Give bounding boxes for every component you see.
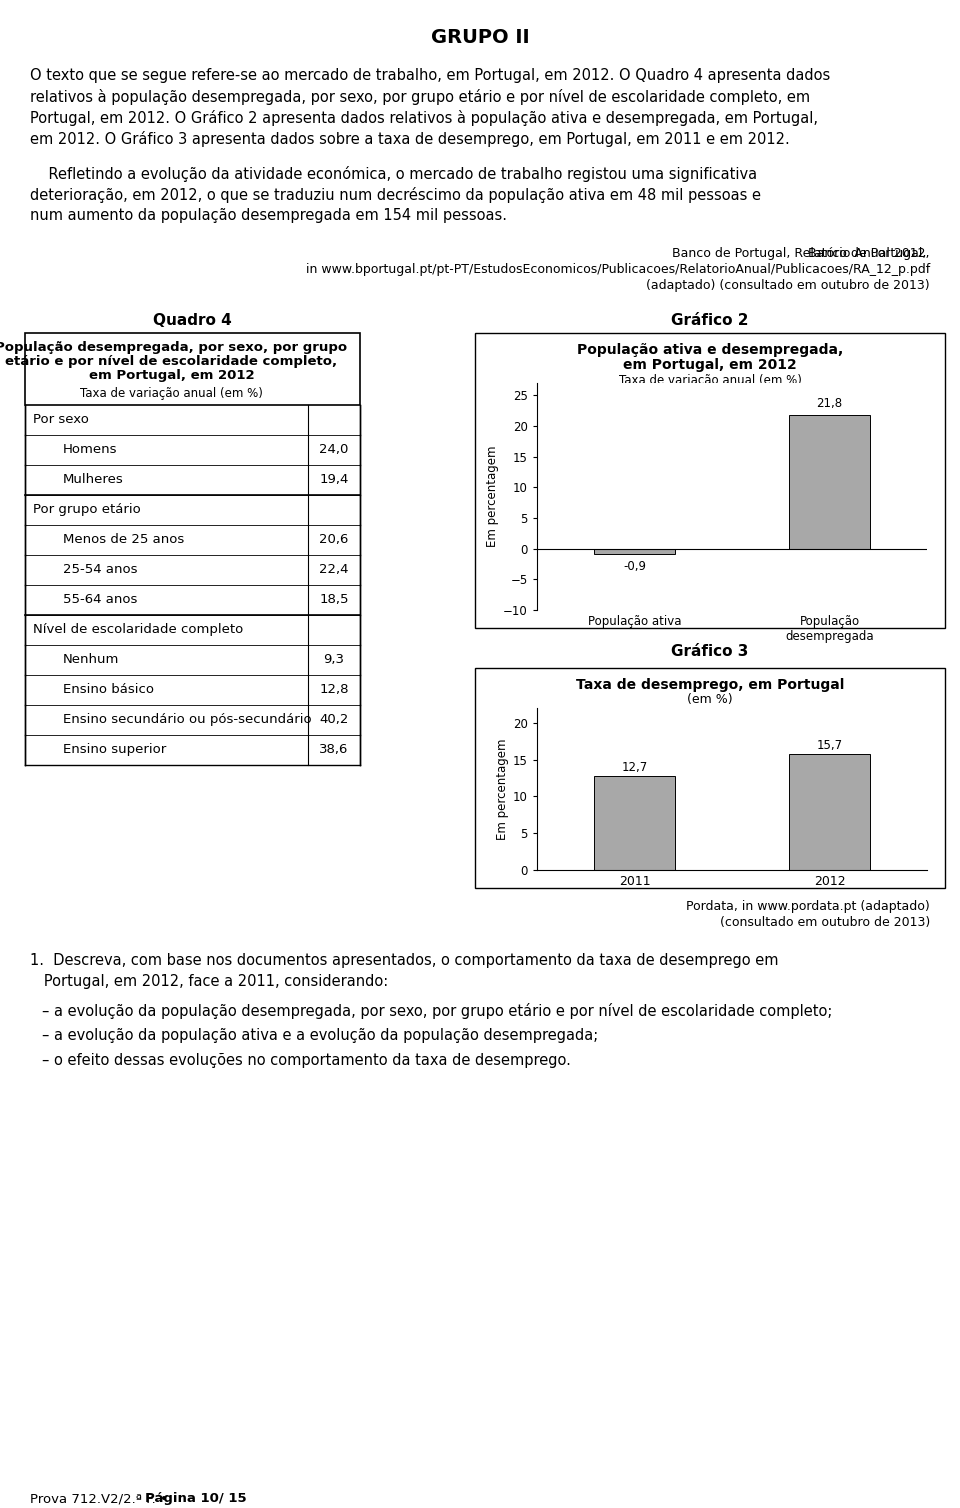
Text: Quadro 4: Quadro 4 <box>154 314 232 329</box>
Text: Taxa de desemprego, em Portugal: Taxa de desemprego, em Portugal <box>576 679 844 692</box>
Text: Ensino básico: Ensino básico <box>63 683 154 697</box>
Text: Taxa de variação anual (em %): Taxa de variação anual (em %) <box>618 374 802 388</box>
Text: – a evolução da população desempregada, por sexo, por grupo etário e por nível d: – a evolução da população desempregada, … <box>42 1003 832 1019</box>
Text: 38,6: 38,6 <box>320 743 348 756</box>
Bar <box>475 333 945 627</box>
Text: – a evolução da população ativa e a evolução da população desempregada;: – a evolução da população ativa e a evol… <box>42 1028 598 1044</box>
Text: 9,3: 9,3 <box>324 653 345 667</box>
Text: 1.  Descreva, com base nos documentos apresentados, o comportamento da taxa de d: 1. Descreva, com base nos documentos apr… <box>30 953 779 968</box>
Text: 12,7: 12,7 <box>621 762 648 774</box>
Y-axis label: Em percentagem: Em percentagem <box>496 739 509 840</box>
Text: 21,8: 21,8 <box>816 397 843 410</box>
Text: -0,9: -0,9 <box>623 561 646 573</box>
Text: deterioração, em 2012, o que se traduziu num decréscimo da população ativa em 48: deterioração, em 2012, o que se traduziu… <box>30 187 761 204</box>
Text: O texto que se segue refere-se ao mercado de trabalho, em Portugal, em 2012. O Q: O texto que se segue refere-se ao mercad… <box>30 68 830 83</box>
Text: 55-64 anos: 55-64 anos <box>63 593 137 606</box>
Text: – o efeito dessas evoluções no comportamento da taxa de desemprego.: – o efeito dessas evoluções no comportam… <box>42 1053 571 1068</box>
Bar <box>788 754 871 870</box>
Text: Refletindo a evolução da atividade económica, o mercado de trabalho registou uma: Refletindo a evolução da atividade econó… <box>30 166 757 182</box>
Text: 20,6: 20,6 <box>320 532 348 546</box>
Text: 22,4: 22,4 <box>320 562 348 576</box>
Text: 40,2: 40,2 <box>320 713 348 725</box>
Text: Gráfico 2: Gráfico 2 <box>671 314 749 329</box>
Bar <box>593 777 676 870</box>
Text: (adaptado) (consultado em outubro de 2013): (adaptado) (consultado em outubro de 201… <box>646 279 930 293</box>
Text: em Portugal, em 2012: em Portugal, em 2012 <box>88 369 254 382</box>
Text: População desempregada, por sexo, por grupo: População desempregada, por sexo, por gr… <box>0 341 348 354</box>
Bar <box>593 549 676 553</box>
Text: in www.bportugal.pt/pt-PT/EstudosEconomicos/Publicacoes/RelatorioAnual/Publicaco: in www.bportugal.pt/pt-PT/EstudosEconomi… <box>305 262 930 276</box>
Text: (consultado em outubro de 2013): (consultado em outubro de 2013) <box>720 915 930 929</box>
Text: 19,4: 19,4 <box>320 474 348 486</box>
Text: Banco de Portugal, ​Relatório Anual 2012,: Banco de Portugal, ​Relatório Anual 2012… <box>673 247 930 259</box>
Text: 15,7: 15,7 <box>816 739 843 752</box>
Text: Homens: Homens <box>63 443 117 455</box>
Text: População ativa e desempregada,: População ativa e desempregada, <box>577 342 843 357</box>
Text: Menos de 25 anos: Menos de 25 anos <box>63 532 184 546</box>
Text: Taxa de variação anual (em %): Taxa de variação anual (em %) <box>80 388 263 400</box>
Text: Nível de escolaridade completo: Nível de escolaridade completo <box>33 623 243 636</box>
Bar <box>475 668 945 888</box>
Text: num aumento da população desempregada em 154 mil pessoas.: num aumento da população desempregada em… <box>30 208 507 223</box>
Text: (em %): (em %) <box>687 694 732 706</box>
Text: Prova 712.V2/2.ª F. •: Prova 712.V2/2.ª F. • <box>30 1491 172 1505</box>
Text: Mulheres: Mulheres <box>63 474 124 486</box>
Text: 25-54 anos: 25-54 anos <box>63 562 137 576</box>
Text: Página 10/ 15: Página 10/ 15 <box>145 1491 247 1505</box>
Bar <box>788 415 871 549</box>
Text: etário e por nível de escolaridade completo,: etário e por nível de escolaridade compl… <box>6 354 338 368</box>
Bar <box>25 333 360 406</box>
Text: relativos à população desempregada, por sexo, por grupo etário e por nível de es: relativos à população desempregada, por … <box>30 89 810 106</box>
Text: GRUPO II: GRUPO II <box>431 29 529 47</box>
Text: Ensino superior: Ensino superior <box>63 743 166 756</box>
Text: em 2012. O Gráfico 3 apresenta dados sobre a taxa de desemprego, em Portugal, em: em 2012. O Gráfico 3 apresenta dados sob… <box>30 131 790 146</box>
Y-axis label: Em percentagem: Em percentagem <box>486 446 499 547</box>
Text: Pordata, ​in www.pordata.pt (adaptado): Pordata, ​in www.pordata.pt (adaptado) <box>686 900 930 912</box>
Text: 24,0: 24,0 <box>320 443 348 455</box>
Text: Ensino secundário ou pós-secundário: Ensino secundário ou pós-secundário <box>63 713 312 725</box>
Text: Portugal, em 2012. O Gráfico 2 apresenta dados relativos à população ativa e des: Portugal, em 2012. O Gráfico 2 apresenta… <box>30 110 818 127</box>
Text: Por grupo etário: Por grupo etário <box>33 504 141 516</box>
Text: 12,8: 12,8 <box>320 683 348 697</box>
Text: 18,5: 18,5 <box>320 593 348 606</box>
Text: Nenhum: Nenhum <box>63 653 119 667</box>
Text: Banco de Portugal,: Banco de Portugal, <box>807 247 930 259</box>
Text: em Portugal, em 2012: em Portugal, em 2012 <box>623 357 797 372</box>
Text: Portugal, em 2012, face a 2011, considerando:: Portugal, em 2012, face a 2011, consider… <box>30 974 388 989</box>
Text: Por sexo: Por sexo <box>33 413 89 425</box>
Text: Gráfico 3: Gráfico 3 <box>671 644 749 659</box>
